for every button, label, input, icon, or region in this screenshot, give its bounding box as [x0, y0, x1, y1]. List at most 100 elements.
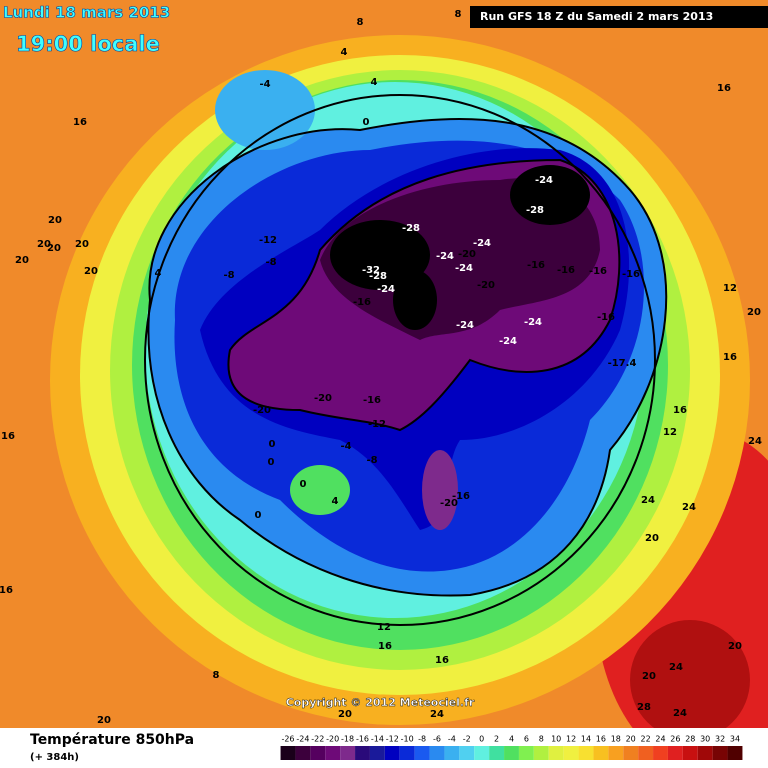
contour-label: -16: [353, 297, 371, 308]
legend-tick-label: -10: [401, 735, 414, 744]
legend-tick-label: 4: [509, 735, 514, 744]
contour-label: 24: [641, 495, 655, 506]
legend-swatch: [518, 746, 534, 760]
contour-label: -20: [458, 249, 476, 260]
legend-swatch: [667, 746, 683, 760]
contour-label: -24: [473, 238, 491, 249]
contour-label: 16: [723, 352, 737, 363]
contour-label: 16: [73, 117, 87, 128]
legend-swatch: [369, 746, 385, 760]
legend-tick-label: -14: [371, 735, 384, 744]
contour-label: -16: [589, 266, 607, 277]
contour-label: 16: [717, 83, 731, 94]
contour-label: -16: [452, 491, 470, 502]
contour-label: 20: [48, 215, 62, 226]
legend-tick-label: -12: [386, 735, 399, 744]
legend-tick-label: 12: [566, 735, 576, 744]
contour-label: 0: [269, 439, 276, 450]
legend-swatch: [608, 746, 624, 760]
legend-tick-label: -22: [311, 735, 324, 744]
legend-swatch: [295, 746, 311, 760]
legend: -26 -24 -22 -20 -18 -16 -14 -12 -10 -8 -6 -4 -2 0 2 4 6 8…: [280, 735, 743, 760]
local-time: 19:00 locale: [16, 32, 160, 56]
legend-tick-label: 22: [641, 735, 651, 744]
contour-label: 0: [268, 457, 275, 468]
footer-subtitle: (+ 384h): [30, 752, 79, 763]
contour-label: -20: [314, 393, 332, 404]
legend-tick-label: -20: [326, 735, 339, 744]
legend-tick-label: -6: [433, 735, 441, 744]
contour-label: 20: [645, 533, 659, 544]
contour-label: -16: [557, 265, 575, 276]
legend-swatch: [548, 746, 564, 760]
legend-tick-label: -4: [448, 735, 456, 744]
contour-label: 24: [430, 709, 444, 720]
legend-tick-label: -8: [418, 735, 426, 744]
legend-tick-label: -16: [356, 735, 369, 744]
contour-label: 20: [97, 715, 111, 726]
legend-tick-label: -26: [281, 735, 294, 744]
legend-tick-label: 8: [539, 735, 544, 744]
contour-label: 20: [338, 709, 352, 720]
contour-label: 20: [75, 239, 89, 250]
contour-label: -24: [499, 336, 517, 347]
contour-label: -24: [524, 317, 542, 328]
legend-swatch: [414, 746, 430, 760]
legend-tick-label: 10: [551, 735, 561, 744]
contour-label: -28: [402, 223, 420, 234]
contour-label: 4: [332, 496, 339, 507]
legend-tick-label: 34: [730, 735, 740, 744]
legend-tick-label: 30: [700, 735, 710, 744]
contour-label: -24: [377, 284, 395, 295]
legend-swatch: [697, 746, 713, 760]
contour-label: 0: [363, 117, 370, 128]
legend-swatch: [340, 746, 356, 760]
legend-tick-label: 28: [685, 735, 695, 744]
legend-tick-label: -2: [463, 735, 471, 744]
run-box: [470, 6, 768, 28]
legend-tick-label: 32: [715, 735, 725, 744]
contour-label: -8: [366, 455, 377, 466]
legend-swatch: [444, 746, 460, 760]
legend-swatch: [653, 746, 668, 760]
contour-label: -12: [259, 235, 277, 246]
date: Lundi 18 mars 2013: [3, 4, 170, 22]
contour-label: 4: [155, 268, 162, 279]
legend-tick-label: 16: [596, 735, 606, 744]
legend-swatch: [310, 746, 326, 760]
contour-label: 4: [341, 47, 348, 58]
contour-label: 8: [455, 9, 462, 20]
legend-swatch: [638, 746, 654, 760]
contour-label: 24: [682, 502, 696, 513]
contour-label: -28: [526, 205, 544, 216]
contour-label: -16: [597, 312, 615, 323]
contour-label: 8: [357, 17, 364, 28]
contour-label: 20: [15, 255, 29, 266]
contour-label: 20: [37, 239, 51, 250]
contour-label: 0: [255, 510, 262, 521]
legend-swatch: [399, 746, 415, 760]
contour-label: 16: [378, 641, 392, 652]
legend-swatch: [325, 746, 341, 760]
contour-label: -24: [436, 251, 454, 262]
contour-label: 0: [300, 479, 307, 490]
contour-label: -20: [477, 280, 495, 291]
contour-label: 16: [435, 655, 449, 666]
legend-swatch: [504, 746, 519, 760]
legend-swatch: [280, 746, 296, 760]
legend-swatch: [578, 746, 594, 760]
legend-tick-label: 14: [581, 735, 591, 744]
legend-swatch: [384, 746, 400, 760]
legend-swatch: [727, 746, 743, 760]
contour-label: -12: [368, 419, 386, 430]
contour-label: -4: [259, 79, 270, 90]
contour-label: -24: [456, 320, 474, 331]
contour-label: 16: [673, 405, 687, 416]
legend-swatch: [474, 746, 490, 760]
contour-label: 24: [669, 662, 683, 673]
legend-tick-label: -24: [296, 735, 309, 744]
contour-label: -8: [223, 270, 234, 281]
legend-tick-label: 18: [611, 735, 621, 744]
